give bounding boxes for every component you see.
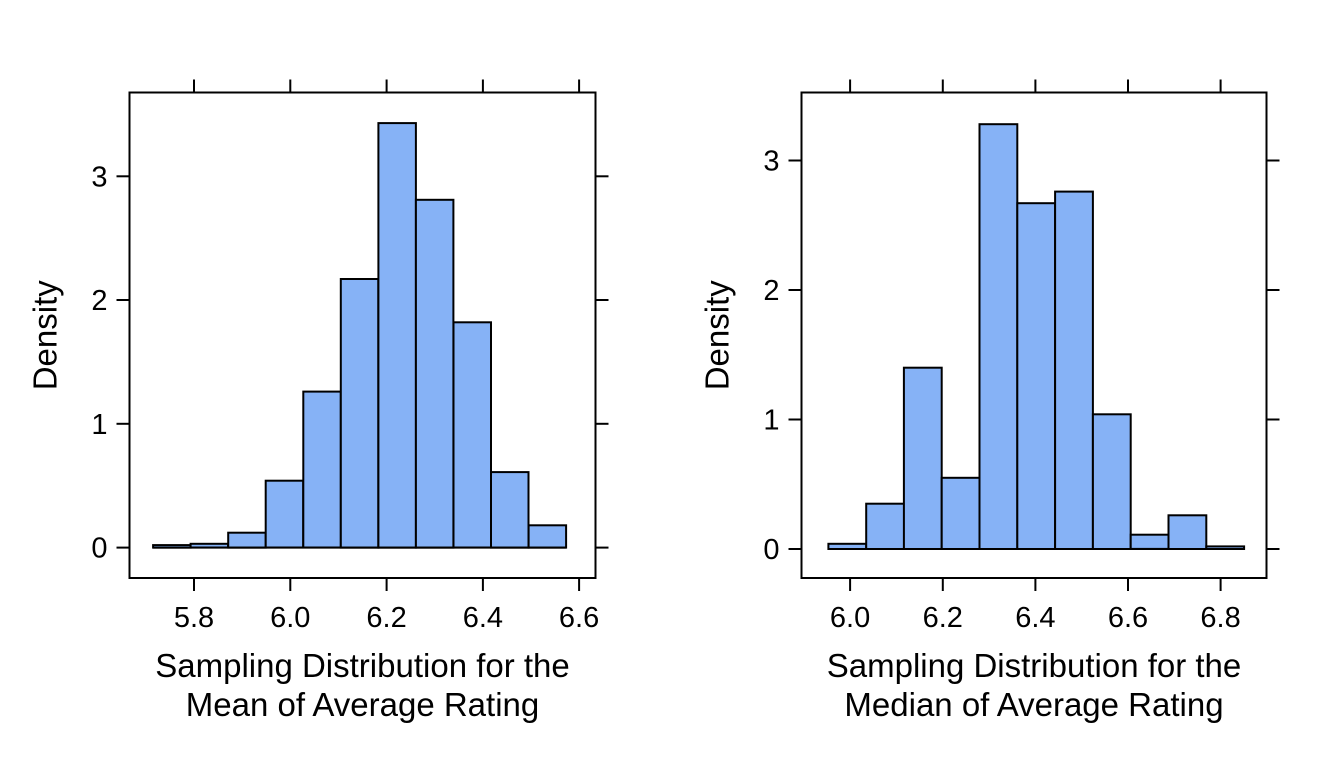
y-tick-label: 2 [763,275,779,307]
y-tick-label: 0 [91,533,107,565]
panel-mean: 5.8 6.0 6.2 6.4 6.6 0 1 2 3 Density Sampling Distr… [27,79,609,723]
histogram-bar [865,502,906,551]
x-tick-label: 6.0 [270,602,310,634]
x-tick-label: 5.8 [174,602,214,634]
histogram-bar [414,198,455,549]
histogram-bar [490,471,530,549]
y-axis-title: Density [27,280,64,391]
panel-median: 6.0 6.2 6.4 6.6 6.8 0 1 2 3 Density Sampling Distr… [699,79,1280,723]
y-tick-label: 1 [91,409,107,441]
histogram-bar [527,524,568,549]
y-tick-label: 3 [763,146,779,178]
x-tick-label: 6.6 [1108,602,1148,634]
y-tick-label: 1 [763,405,779,437]
x-axis-caption-line-1: Sampling Distribution for the [155,647,570,684]
x-tick-label: 6.6 [559,602,599,634]
x-tick-label: 6.4 [463,602,503,634]
histogram-bar [1167,514,1208,550]
histogram-bar [1016,202,1057,550]
histogram-bar [978,123,1019,550]
histogram-bar [902,366,943,551]
histogram-bar [302,390,342,549]
histogram-bar [339,278,380,549]
plot-box [128,91,597,579]
y-tick-label: 0 [763,534,779,566]
x-axis-caption-line-1: Sampling Distribution for the [827,647,1242,684]
x-tick-label: 6.8 [1200,602,1240,634]
y-tick-label: 2 [91,285,107,317]
histogram-bar [264,479,305,549]
x-tick-label: 6.4 [1015,602,1055,634]
plot-box [800,91,1268,579]
x-tick-label: 6.0 [830,602,870,634]
x-axis-caption-line-2: Mean of Average Rating [186,686,539,723]
x-tick-label: 6.2 [923,602,963,634]
histogram-bar [1129,533,1170,550]
histogram-bar [940,476,981,550]
y-tick-label: 3 [91,161,107,193]
histogram-bars [827,123,1246,551]
histogram-bar [452,321,492,549]
histogram-bar [227,531,267,549]
histogram-bar [1054,190,1094,550]
histogram-bar [377,122,417,549]
histogram-bars [152,122,568,549]
x-tick-label: 6.2 [366,602,406,634]
x-axis-caption-line-2: Median of Average Rating [844,686,1223,723]
histogram-bar [1091,413,1132,550]
y-axis-title: Density [699,280,736,391]
